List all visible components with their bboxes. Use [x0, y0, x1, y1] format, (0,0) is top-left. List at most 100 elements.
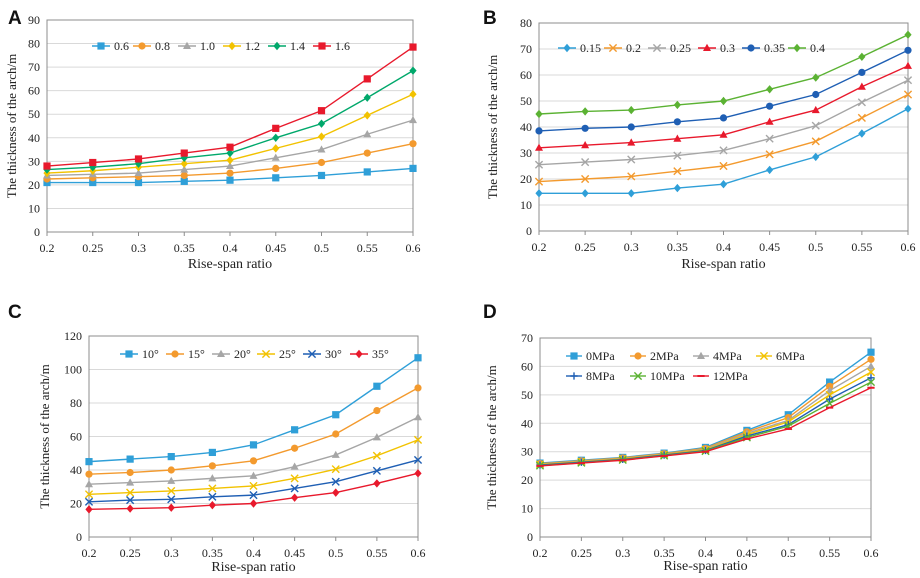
data-point: [180, 159, 188, 168]
data-point: [180, 177, 188, 185]
data-point: [673, 167, 682, 176]
data-point: [784, 416, 793, 424]
data-point: [226, 176, 234, 184]
x-tick-label-b: 0.55: [851, 240, 872, 254]
y-tick-label-d: 20: [521, 473, 533, 487]
x-tick-label-c: 0.3: [164, 546, 179, 560]
data-point: [409, 140, 417, 148]
data-point: [904, 61, 912, 69]
series-c-10°: [85, 354, 422, 466]
data-point: [363, 75, 371, 83]
legend-item: 8MPa: [566, 369, 615, 383]
legend-swatch-marker: [652, 43, 662, 53]
data-point: [765, 150, 774, 159]
legend-swatch-marker: [125, 350, 133, 358]
data-point: [372, 433, 381, 441]
legend-label: 1.2: [245, 39, 260, 53]
data-point: [766, 165, 774, 175]
legend-item: 0.6: [92, 39, 129, 53]
data-point: [409, 90, 417, 99]
plot-frame-d: [539, 337, 872, 538]
data-point: [126, 488, 135, 497]
x-tick-label-c: 0.6: [411, 546, 426, 560]
data-point: [826, 382, 834, 390]
x-tick-label-a: 0.2: [40, 241, 55, 255]
legend-swatch-marker: [633, 371, 643, 381]
legend-label: 0.35: [764, 41, 785, 55]
x-tick-label-a: 0.5: [314, 241, 329, 255]
data-point: [272, 144, 280, 153]
x-tick-label-c: 0.55: [366, 546, 387, 560]
x-tick-label-b: 0.25: [575, 240, 596, 254]
series-d-10MPa: [535, 377, 876, 470]
data-point: [581, 158, 590, 167]
legend-label: 0.2: [626, 41, 641, 55]
data-point: [581, 107, 589, 116]
data-point: [903, 76, 913, 85]
y-tick-label-a: 80: [28, 37, 40, 51]
legend-swatch-marker: [697, 351, 705, 359]
y-axis-label-d: The thickness of the arch/m: [484, 365, 499, 509]
legend-swatch-marker: [355, 349, 363, 359]
series-b-0.3: [535, 61, 912, 151]
data-point: [866, 368, 876, 377]
panel-d: D 0 10 20 30 40 50 60 70 0.2 0.25 0.3 0.35 0.4 0.45 0.5…: [483, 302, 879, 574]
data-point: [249, 457, 258, 465]
legend-item: 15°: [166, 347, 205, 361]
legend-item: 1.4: [268, 39, 305, 53]
data-point: [85, 505, 93, 514]
legend-c: 10° 15° 20° 25° 30° 35°: [120, 347, 389, 361]
x-tick-label-c: 0.2: [82, 546, 97, 560]
data-point: [673, 100, 681, 110]
panel-c: C 0 20 40 60 80 100 120 0.2 0.25 0.3 0.35 0.4 0.45 0.5…: [8, 302, 426, 575]
data-point: [134, 178, 143, 187]
data-point: [673, 118, 681, 126]
data-point: [363, 93, 371, 102]
y-tick-label-a: 10: [28, 201, 40, 215]
data-point: [867, 355, 875, 363]
data-point: [89, 178, 97, 187]
x-tick-label-a: 0.35: [174, 241, 195, 255]
series-b-0.2: [534, 90, 913, 186]
data-point: [857, 113, 866, 122]
data-point: [372, 451, 381, 460]
panel-letter-c: C: [8, 302, 22, 323]
data-point: [167, 486, 176, 496]
data-point: [534, 160, 544, 169]
data-point: [167, 476, 176, 484]
legend-item: 25°: [257, 347, 296, 361]
data-point: [857, 98, 866, 107]
legend-item: 1.2: [223, 39, 260, 53]
series-b-0.25: [534, 76, 913, 169]
data-point: [317, 119, 326, 128]
data-point: [373, 382, 381, 390]
y-tick-label-a: 40: [28, 131, 40, 145]
data-point: [409, 115, 417, 124]
legend-label: 10MPa: [650, 369, 685, 383]
data-point: [581, 174, 590, 184]
data-point: [43, 162, 51, 170]
data-point: [857, 82, 866, 90]
data-point: [812, 90, 820, 99]
data-point: [226, 143, 234, 151]
data-point: [414, 384, 422, 392]
y-tick-label-b: 20: [520, 172, 532, 186]
data-point: [826, 378, 834, 386]
x-tick-label-a: 0.6: [406, 241, 421, 255]
legend-label: 8MPa: [586, 369, 615, 383]
x-tick-label-c: 0.4: [246, 546, 261, 560]
data-point: [858, 52, 866, 61]
data-point: [208, 474, 217, 482]
series-c-25°: [84, 435, 423, 499]
data-point: [811, 137, 820, 146]
legend-label: 0.3: [720, 41, 735, 55]
legend-swatch-marker: [570, 352, 578, 360]
legend-item: 12MPa: [693, 369, 748, 383]
y-tick-label-d: 60: [521, 359, 533, 373]
x-tick-label-a: 0.25: [82, 241, 103, 255]
legend-d: 0MPa 2MPa 4MPa 6MPa 8MPa 10MPa 12MPa: [566, 349, 805, 383]
series-b-0.15: [535, 104, 912, 198]
data-point: [867, 374, 875, 382]
x-tick-label-d: 0.2: [533, 546, 548, 560]
